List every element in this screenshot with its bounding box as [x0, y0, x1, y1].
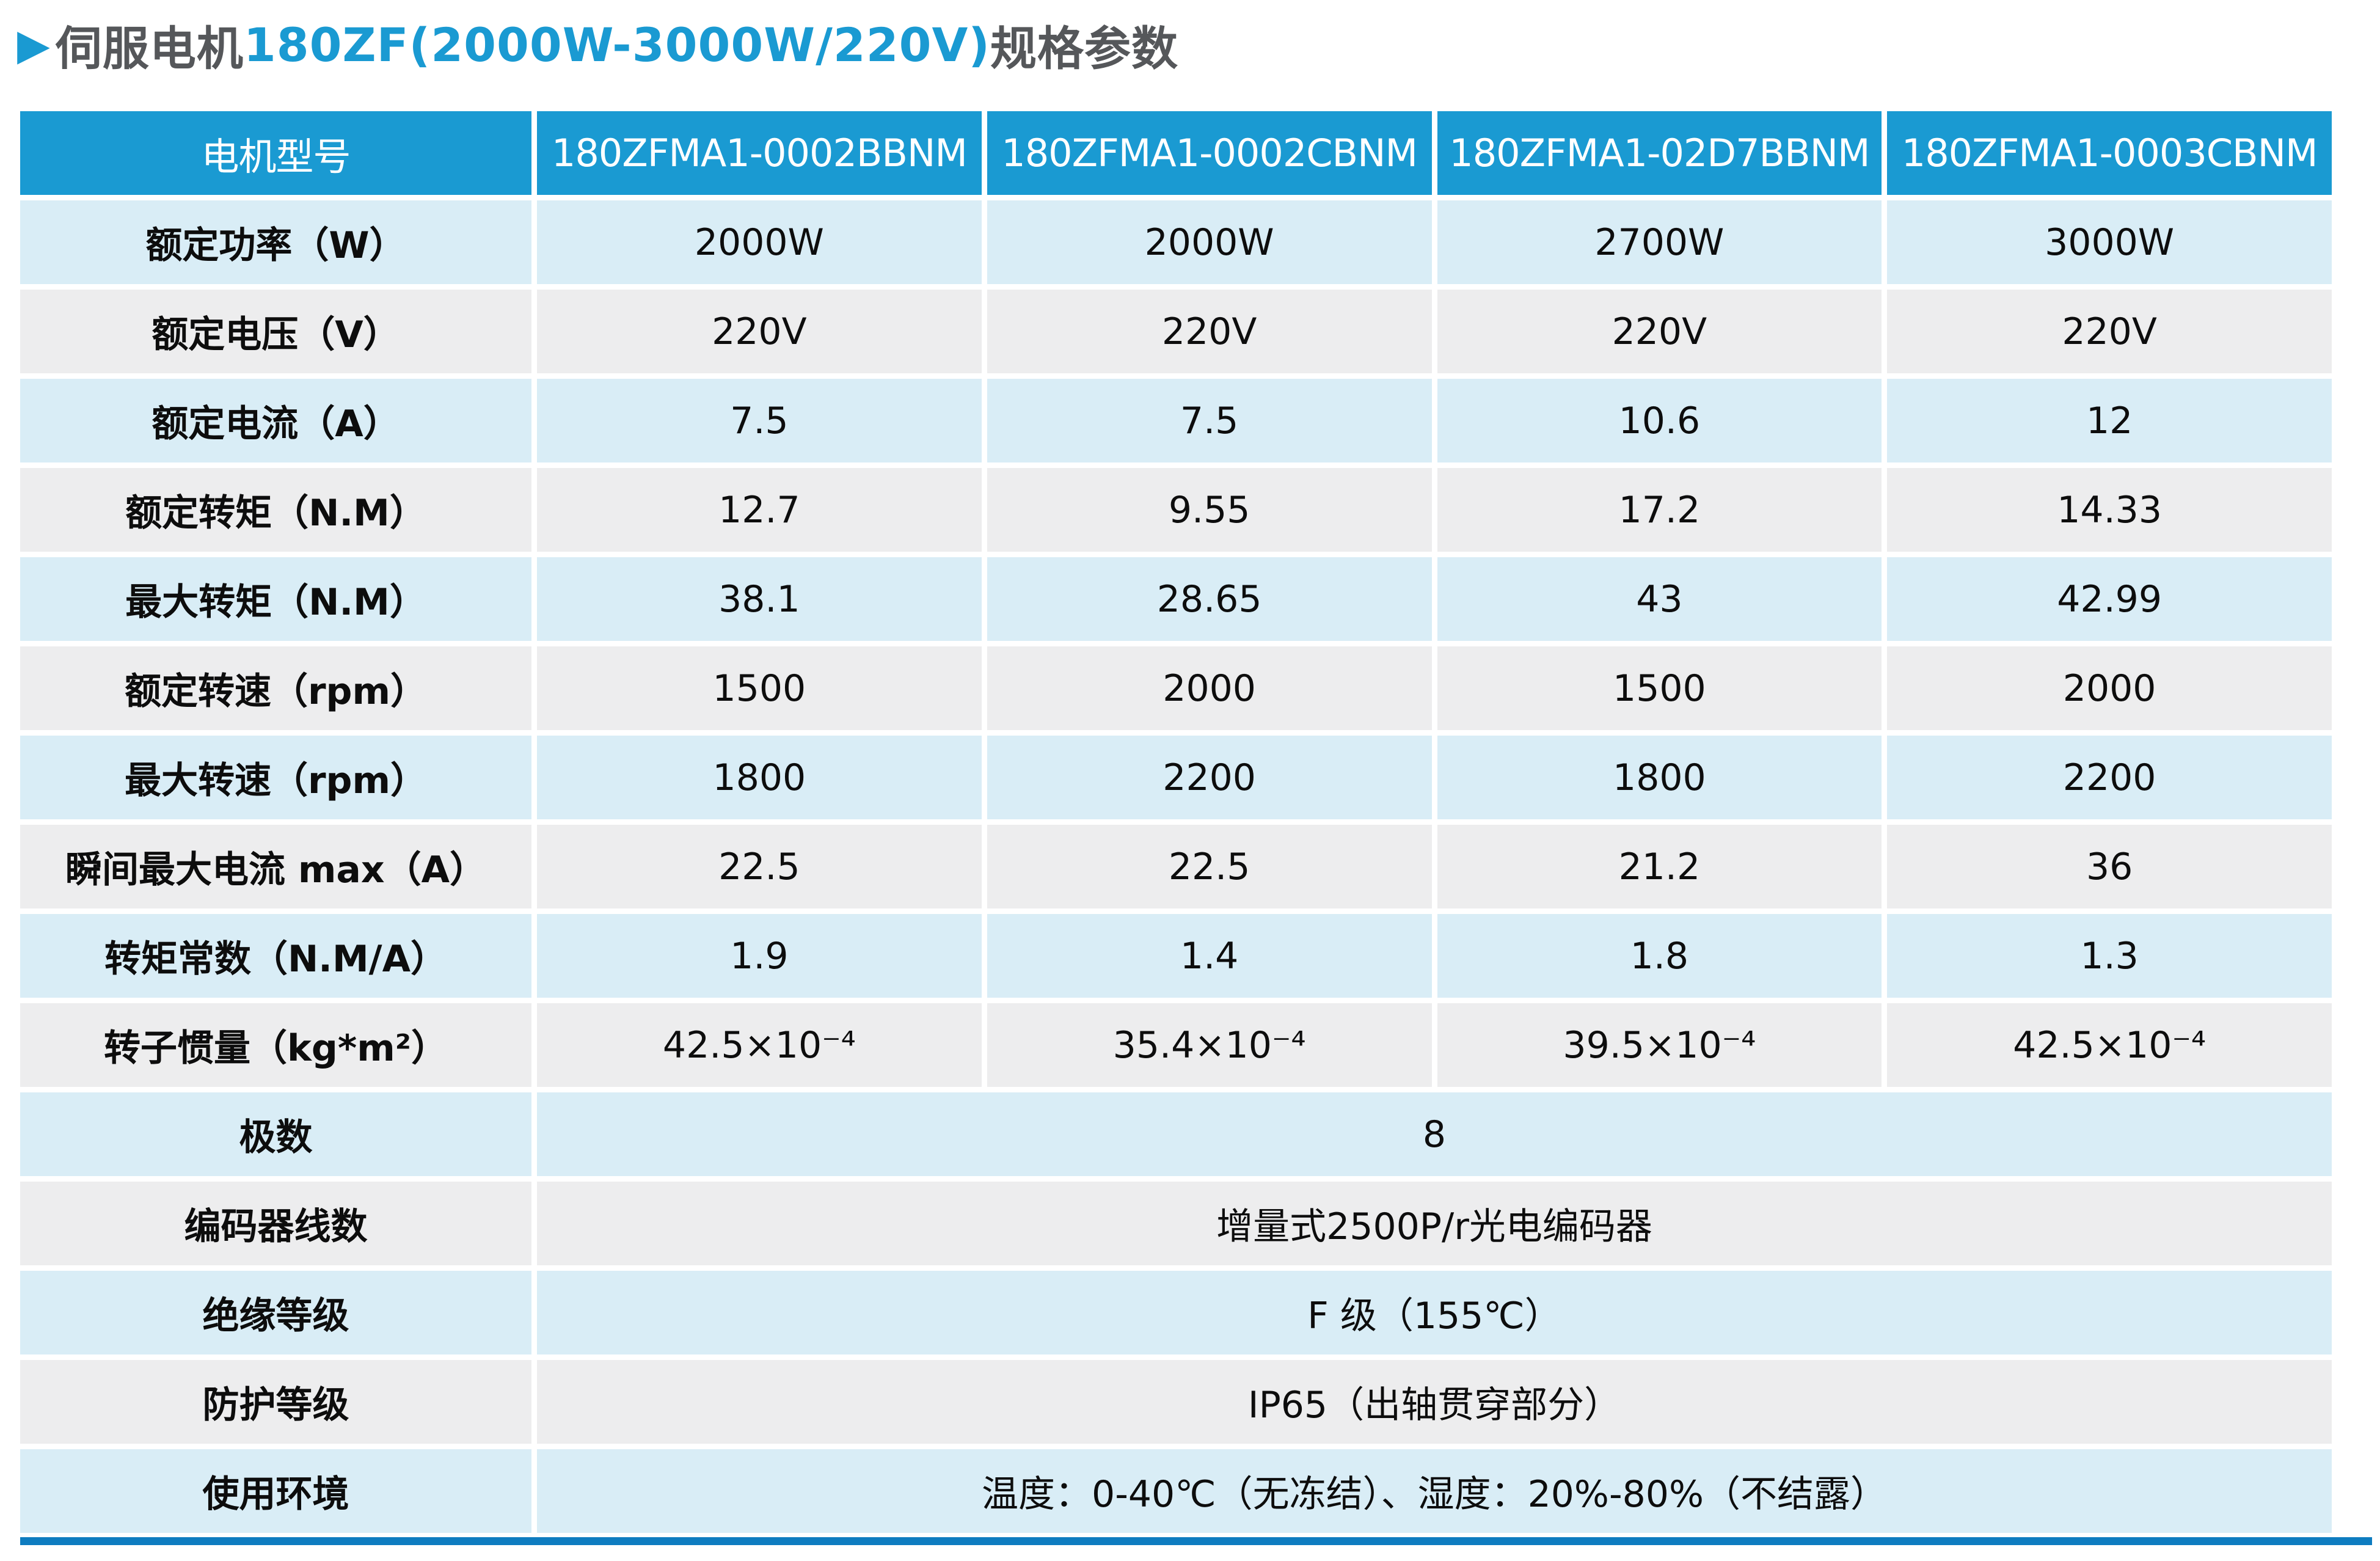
row-label-instant-max-current: 瞬间最大电流 max（A）	[20, 825, 531, 908]
value-cell: 2000W	[987, 200, 1432, 284]
header-cell-model-1: 180ZFMA1-0002BBNM	[537, 111, 982, 195]
span-value-operating-environment: 温度：0-40℃（无冻结）、湿度：20%-80%（不结露）	[537, 1449, 2332, 1533]
value-cell: 28.65	[987, 557, 1432, 641]
header-cell-model-3: 180ZFMA1-02D7BBNM	[1437, 111, 1882, 195]
value-cell: 43	[1437, 557, 1882, 641]
row-label-insulation-class: 绝缘等级	[20, 1271, 531, 1354]
value-cell: 22.5	[987, 825, 1432, 908]
value-cell: 220V	[1437, 290, 1882, 373]
value-cell: 220V	[537, 290, 982, 373]
value-cell: 1800	[1437, 736, 1882, 819]
value-cell: 1500	[1437, 646, 1882, 730]
value-cell: 21.2	[1437, 825, 1882, 908]
row-label-pole-count: 极数	[20, 1092, 531, 1176]
spec-table: 电机型号 180ZFMA1-0002BBNM 180ZFMA1-0002CBNM…	[20, 111, 2332, 1533]
row-label-max-torque: 最大转矩（N.M）	[20, 557, 531, 641]
value-cell: 12.7	[537, 468, 982, 552]
value-cell: 42.5×10⁻⁴	[537, 1003, 982, 1087]
value-cell: 38.1	[537, 557, 982, 641]
row-label-rated-voltage: 额定电压（V）	[20, 290, 531, 373]
value-cell: 17.2	[1437, 468, 1882, 552]
title-arrow-icon: ▶	[17, 20, 51, 70]
page-title: ▶ 伺服电机 180ZF(2000W-3000W/220V) 规格参数	[17, 11, 1178, 78]
row-label-rated-power: 额定功率（W）	[20, 200, 531, 284]
value-cell: 36	[1887, 825, 2332, 908]
row-label-operating-environment: 使用环境	[20, 1449, 531, 1533]
value-cell: 220V	[1887, 290, 2332, 373]
value-cell: 1.4	[987, 914, 1432, 998]
span-value-insulation-class: F 级（155℃）	[537, 1271, 2332, 1354]
span-value-protection-class: IP65（出轴贯穿部分）	[537, 1360, 2332, 1444]
value-cell: 14.33	[1887, 468, 2332, 552]
value-cell: 1500	[537, 646, 982, 730]
value-cell: 35.4×10⁻⁴	[987, 1003, 1432, 1087]
value-cell: 7.5	[537, 379, 982, 462]
value-cell: 220V	[987, 290, 1432, 373]
value-cell: 1.3	[1887, 914, 2332, 998]
title-model-range: 180ZF(2000W-3000W/220V)	[243, 17, 991, 72]
value-cell: 1.9	[537, 914, 982, 998]
row-label-protection-class: 防护等级	[20, 1360, 531, 1444]
row-label-rated-current: 额定电流（A）	[20, 379, 531, 462]
header-cell-model-4: 180ZFMA1-0003CBNM	[1887, 111, 2332, 195]
row-label-max-speed: 最大转速（rpm）	[20, 736, 531, 819]
value-cell: 2000W	[537, 200, 982, 284]
value-cell: 39.5×10⁻⁴	[1437, 1003, 1882, 1087]
value-cell: 2200	[1887, 736, 2332, 819]
value-cell: 10.6	[1437, 379, 1882, 462]
value-cell: 2000	[987, 646, 1432, 730]
value-cell: 1800	[537, 736, 982, 819]
value-cell: 7.5	[987, 379, 1432, 462]
bottom-accent-bar	[20, 1537, 2372, 1545]
value-cell: 22.5	[537, 825, 982, 908]
row-label-rotor-inertia: 转子惯量（kg*m²）	[20, 1003, 531, 1087]
header-cell-model-label: 电机型号	[20, 111, 531, 195]
value-cell: 3000W	[1887, 200, 2332, 284]
value-cell: 12	[1887, 379, 2332, 462]
row-label-torque-constant: 转矩常数（N.M/A）	[20, 914, 531, 998]
title-suffix: 规格参数	[990, 21, 1179, 76]
span-value-pole-count: 8	[537, 1092, 2332, 1176]
row-label-rated-speed: 额定转速（rpm）	[20, 646, 531, 730]
header-cell-model-2: 180ZFMA1-0002CBNM	[987, 111, 1432, 195]
value-cell: 2000	[1887, 646, 2332, 730]
row-label-rated-torque: 额定转矩（N.M）	[20, 468, 531, 552]
title-prefix: 伺服电机	[55, 21, 244, 76]
span-value-encoder-lines: 增量式2500P/r光电编码器	[537, 1182, 2332, 1265]
row-label-encoder-lines: 编码器线数	[20, 1182, 531, 1265]
value-cell: 9.55	[987, 468, 1432, 552]
value-cell: 1.8	[1437, 914, 1882, 998]
value-cell: 42.5×10⁻⁴	[1887, 1003, 2332, 1087]
value-cell: 2200	[987, 736, 1432, 819]
value-cell: 2700W	[1437, 200, 1882, 284]
value-cell: 42.99	[1887, 557, 2332, 641]
